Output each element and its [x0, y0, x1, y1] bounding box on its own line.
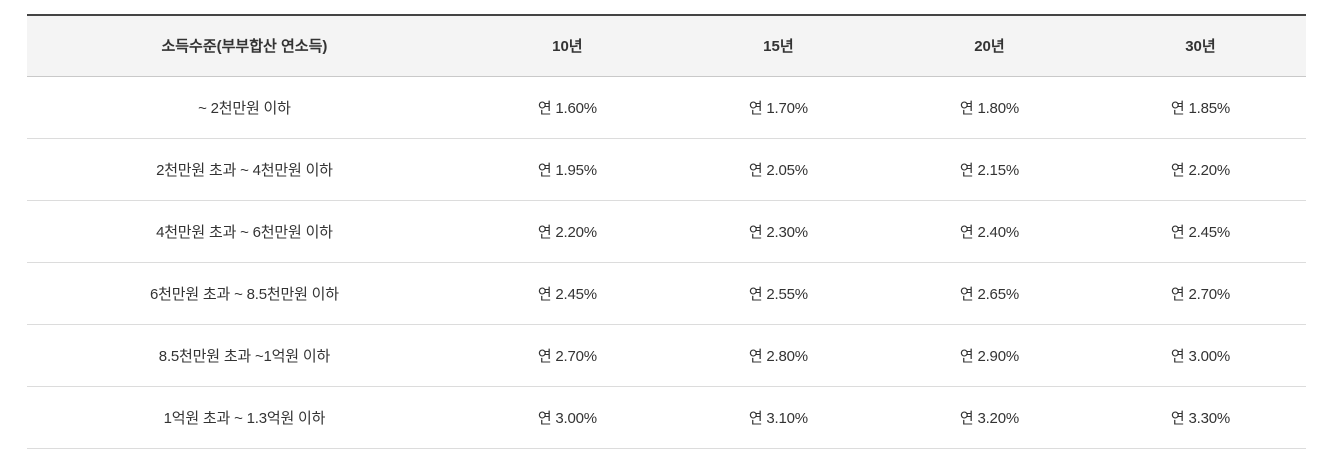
row-label-income-range: 6천만원 초과 ~ 8.5천만원 이하 — [27, 262, 462, 325]
rate-cell: 연 2.05% — [672, 138, 884, 201]
rate-cell: 연 3.00% — [1094, 324, 1306, 387]
rate-cell: 연 2.55% — [672, 262, 884, 325]
rate-cell: 연 1.85% — [1094, 76, 1306, 139]
header-cell-income-level: 소득수준(부부합산 연소득) — [27, 15, 462, 77]
rate-cell: 연 2.70% — [1094, 262, 1306, 325]
rate-cell: 연 2.20% — [1094, 138, 1306, 201]
rate-cell: 연 2.30% — [672, 200, 884, 263]
row-label-income-range: 8.5천만원 초과 ~1억원 이하 — [27, 324, 462, 387]
income-rate-table: 소득수준(부부합산 연소득) 10년 15년 20년 30년 ~ 2천만원 이하 연 1.… — [27, 14, 1306, 449]
rate-cell: 연 2.45% — [461, 262, 673, 325]
table-row: 6천만원 초과 ~ 8.5천만원 이하 연 2.45% 연 2.55% 연 2.65%… — [27, 262, 1306, 325]
table-header-row: 소득수준(부부합산 연소득) 10년 15년 20년 30년 — [27, 15, 1306, 77]
rate-cell: 연 2.45% — [1094, 200, 1306, 263]
rate-cell: 연 1.60% — [461, 76, 673, 139]
header-cell-term: 30년 — [1094, 15, 1306, 77]
table-row: 8.5천만원 초과 ~1억원 이하 연 2.70% 연 2.80% 연 2.90% 연 … — [27, 324, 1306, 387]
rate-cell: 연 1.95% — [461, 138, 673, 201]
rates-page: 소득수준(부부합산 연소득) 10년 15년 20년 30년 ~ 2천만원 이하 연 1.… — [27, 14, 1306, 449]
rate-cell: 연 2.15% — [883, 138, 1095, 201]
table-row: 2천만원 초과 ~ 4천만원 이하 연 1.95% 연 2.05% 연 2.15% 연 … — [27, 138, 1306, 201]
table-row: 4천만원 초과 ~ 6천만원 이하 연 2.20% 연 2.30% 연 2.40% 연 … — [27, 200, 1306, 263]
table-body: ~ 2천만원 이하 연 1.60% 연 1.70% 연 1.80% 연 1.85% 2천만… — [27, 76, 1306, 449]
rate-cell: 연 3.20% — [883, 386, 1095, 449]
rate-cell: 연 1.80% — [883, 76, 1095, 139]
rate-cell: 연 2.20% — [461, 200, 673, 263]
rate-cell: 연 2.80% — [672, 324, 884, 387]
table-row: ~ 2천만원 이하 연 1.60% 연 1.70% 연 1.80% 연 1.85% — [27, 76, 1306, 139]
row-label-income-range: ~ 2천만원 이하 — [27, 76, 462, 139]
rate-cell: 연 3.10% — [672, 386, 884, 449]
table-head: 소득수준(부부합산 연소득) 10년 15년 20년 30년 — [27, 15, 1306, 77]
table-row: 1억원 초과 ~ 1.3억원 이하 연 3.00% 연 3.10% 연 3.20% 연 … — [27, 386, 1306, 449]
rate-cell: 연 2.65% — [883, 262, 1095, 325]
rate-cell: 연 2.40% — [883, 200, 1095, 263]
header-cell-term: 15년 — [672, 15, 884, 77]
header-cell-term: 20년 — [883, 15, 1095, 77]
rate-cell: 연 1.70% — [672, 76, 884, 139]
header-cell-term: 10년 — [461, 15, 673, 77]
row-label-income-range: 2천만원 초과 ~ 4천만원 이하 — [27, 138, 462, 201]
row-label-income-range: 4천만원 초과 ~ 6천만원 이하 — [27, 200, 462, 263]
rate-cell: 연 2.90% — [883, 324, 1095, 387]
rate-cell: 연 2.70% — [461, 324, 673, 387]
row-label-income-range: 1억원 초과 ~ 1.3억원 이하 — [27, 386, 462, 449]
rate-cell: 연 3.30% — [1094, 386, 1306, 449]
rate-cell: 연 3.00% — [461, 386, 673, 449]
